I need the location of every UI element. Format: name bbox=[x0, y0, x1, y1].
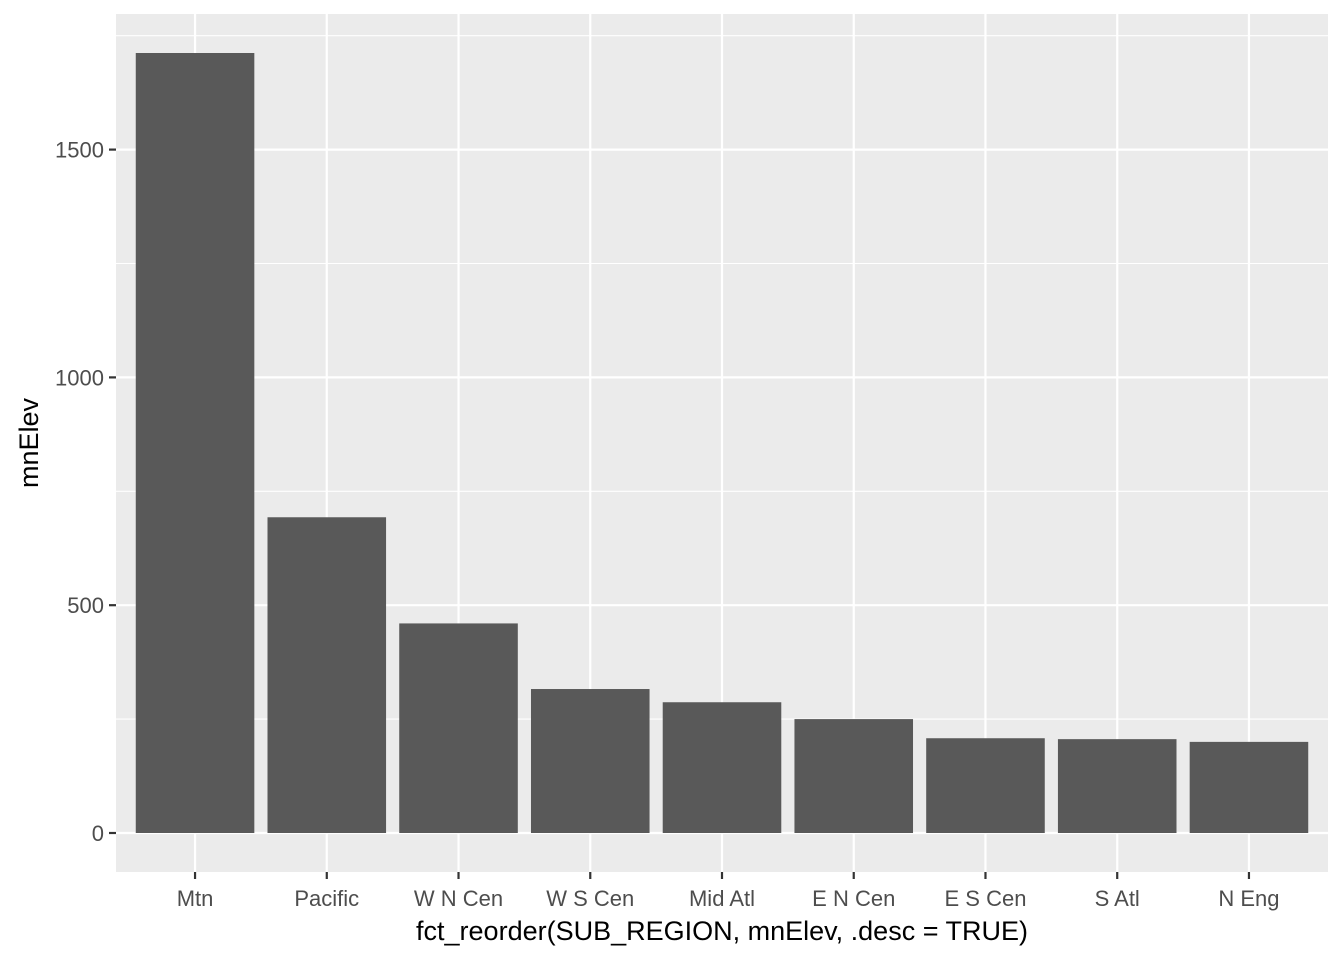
bars bbox=[135, 53, 1309, 833]
bar-w-s-cen bbox=[530, 689, 650, 833]
x-tick-label: E S Cen bbox=[945, 886, 1027, 911]
y-tick-label: 0 bbox=[92, 821, 104, 846]
y-tick-label: 1000 bbox=[55, 365, 104, 390]
bar-pacific bbox=[267, 517, 387, 833]
x-tick-label: N Eng bbox=[1218, 886, 1279, 911]
bar-w-n-cen bbox=[399, 623, 518, 833]
y-axis: 0 500 1000 1500 bbox=[55, 138, 116, 846]
bar-n-eng bbox=[1189, 741, 1309, 833]
x-tick-label: W N Cen bbox=[414, 886, 503, 911]
x-axis: Mtn Pacific W N Cen W S Cen Mid Atl E N Cen E … bbox=[177, 872, 1280, 911]
y-tick-label: 500 bbox=[67, 593, 104, 618]
y-axis-title: mnElev bbox=[14, 397, 44, 488]
x-axis-title: fct_reorder(SUB_REGION, mnElev, .desc = … bbox=[416, 916, 1028, 946]
x-tick-label: Mtn bbox=[177, 886, 214, 911]
bar-e-s-cen bbox=[926, 738, 1045, 833]
bar-mid-atl bbox=[662, 702, 782, 833]
x-tick-label: Mid Atl bbox=[689, 886, 755, 911]
bar-e-n-cen bbox=[794, 719, 914, 833]
x-tick-label: Pacific bbox=[294, 886, 359, 911]
x-tick-label: W S Cen bbox=[546, 886, 634, 911]
x-tick-label: E N Cen bbox=[812, 886, 895, 911]
bar-mtn bbox=[135, 53, 255, 833]
y-tick-label: 1500 bbox=[55, 138, 104, 163]
bar-s-atl bbox=[1057, 739, 1177, 833]
x-tick-label: S Atl bbox=[1095, 886, 1140, 911]
